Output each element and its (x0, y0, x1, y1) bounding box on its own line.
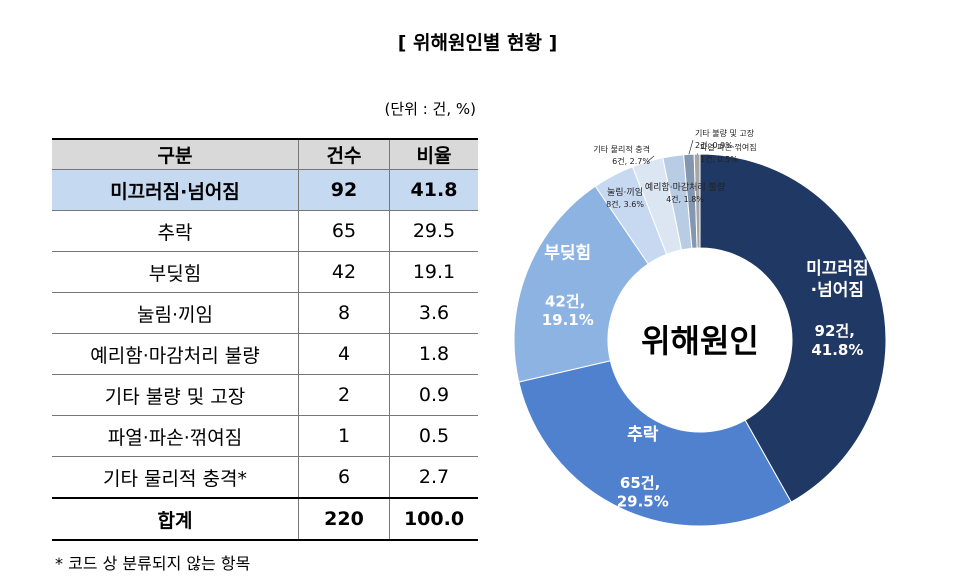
donut-slice (693, 153, 701, 249)
table-cell: 파열·파손·꺾여짐 (52, 415, 299, 457)
table-row: 합계 220 100.0 (52, 497, 478, 541)
table-cell: 3.6 (389, 292, 478, 334)
slice-value-label: 6건, 2.7% (612, 156, 650, 166)
table-row: 추락 65 29.5 (52, 210, 478, 252)
text-line: 65건, (620, 474, 666, 492)
slice-category: 파열·파손·꺾여짐 (700, 142, 757, 152)
table-cell: 0.5 (389, 415, 478, 457)
table-cell: 1.8 (389, 333, 478, 375)
donut-slice (699, 153, 887, 503)
table-cell: 2 (298, 374, 390, 416)
header-cell: 비율 (389, 138, 478, 170)
text-line: 92건, (815, 322, 861, 340)
text-line: 29.5% (617, 493, 669, 511)
table-row: 부딪힘 42 19.1 (52, 251, 478, 293)
slice-category: 미끄러짐 ·넘어짐 (806, 259, 869, 300)
table-cell: 2.7 (389, 456, 478, 499)
text-line: 42건, (545, 292, 591, 310)
slice-value-label: 2건, 0.9% (695, 140, 733, 150)
table-cell: 0.9 (389, 374, 478, 416)
header-cell: 건수 (298, 138, 390, 170)
table-cell: 기타 불량 및 고장 (52, 374, 299, 416)
text-line: 추락 (627, 425, 659, 445)
table-cell: 합계 (52, 497, 299, 541)
table-row: 눌림·끼임 8 3.6 (52, 292, 478, 334)
table-cell: 미끄러짐·넘어짐 (52, 169, 299, 211)
slice-value-label: 92건, 41.8% (811, 322, 863, 359)
text-line: 미끄러짐 (806, 259, 869, 279)
table-cell: 1 (298, 415, 390, 457)
table-row: 기타 물리적 충격* 6 2.7 (52, 456, 478, 499)
table: 구분 건수 비율 미끄러짐·넘어짐 92 41.8 추락 65 29.5 부딪힘 42 19.1 눌림·… (52, 138, 478, 541)
table-cell: 41.8 (389, 169, 478, 211)
leader-line (688, 139, 694, 155)
slice-category: 눌림·끼임 (607, 186, 643, 198)
slice-category: 추락 (627, 425, 659, 445)
table-cell: 기타 물리적 충격* (52, 456, 299, 499)
header-row: 구분 건수 비율 (52, 138, 478, 170)
table-cell: 눌림·끼임 (52, 292, 299, 334)
table-cell: 92 (298, 169, 390, 211)
slice-category: 기타 불량 및 고장 (695, 128, 755, 138)
text-line: 19.1% (542, 311, 594, 329)
table-cell: 예리함·마감처리 불량 (52, 333, 299, 375)
table-cell: 추락 (52, 210, 299, 252)
table-row: 미끄러짐·넘어짐 92 41.8 (52, 169, 478, 211)
slice-value-label: 42건, 19.1% (542, 292, 594, 329)
table-cell: 부딪힘 (52, 251, 299, 293)
table-cell: 8 (298, 292, 390, 334)
slice-value-label: 65건, 29.5% (617, 474, 669, 511)
text-line: ·넘어짐 (811, 280, 864, 300)
table-cell: 220 (298, 497, 390, 541)
table-row: 예리함·마감처리 불량 4 1.8 (52, 333, 478, 375)
donut-chart: 위해원인 미끄러짐 ·넘어짐 92건, 41.8% 추락 65건, 29.5% 부딪힘 42건… (513, 128, 887, 527)
table-cell: 100.0 (389, 497, 478, 541)
table-cell: 4 (298, 333, 390, 375)
donut-slice (513, 185, 649, 383)
unit-note: (단위 : 건, %) (384, 100, 476, 118)
slice-value-label: 4건, 1.8% (666, 194, 704, 204)
text-line: 41.8% (811, 341, 863, 359)
table-row: 파열·파손·꺾여짐 1 0.5 (52, 415, 478, 457)
leader-line (647, 155, 655, 162)
slice-category: 예리함·마감처리 불량 (645, 181, 725, 193)
text-line: 부딪힘 (544, 242, 591, 263)
table-cell: 29.5 (389, 210, 478, 252)
table-row: 기타 불량 및 고장 2 0.9 (52, 374, 478, 416)
slice-category: 기타 물리적 충격 (593, 144, 650, 154)
donut-slice (518, 360, 792, 527)
title: [ 위해원인별 현황 ] (397, 32, 558, 54)
table-cell: 42 (298, 251, 390, 293)
slice-category: 부딪힘 (544, 242, 591, 263)
slice-value-label: 8건, 3.6% (606, 199, 644, 209)
center-label: 위해원인 (641, 322, 759, 360)
footnote: * 코드 상 분류되지 않는 항목 (55, 554, 251, 573)
header-cell: 구분 (52, 138, 299, 170)
table-cell: 6 (298, 456, 390, 499)
table-cell: 19.1 (389, 251, 478, 293)
slice-value-label: 1건, 0.5% (700, 154, 738, 164)
table-cell: 65 (298, 210, 390, 252)
